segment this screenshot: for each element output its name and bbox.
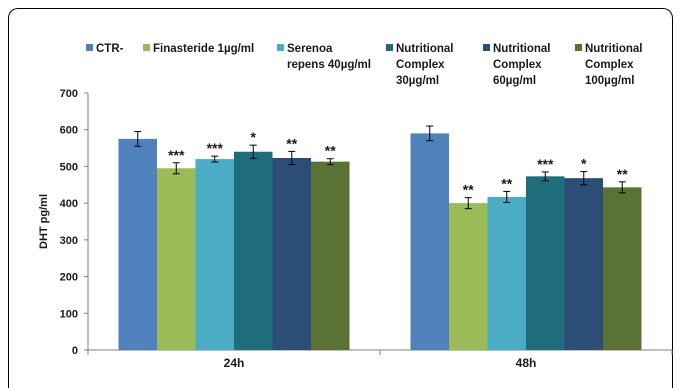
- bar: [272, 157, 311, 350]
- legend-label: Complex: [585, 59, 634, 71]
- bar: [526, 176, 565, 350]
- legend-label: CTR-: [96, 43, 124, 55]
- legend-label: Finasteride 1µg/ml: [153, 43, 254, 55]
- legend-label: repens 40µg/ml: [287, 59, 371, 71]
- bar: [564, 178, 603, 350]
- legend-label: 60µg/ml: [493, 75, 536, 87]
- significance-label: ***: [168, 147, 185, 163]
- legend-label: Nutritional: [493, 43, 551, 55]
- y-tick-label: 700: [60, 88, 78, 100]
- legend-label: 30µg/ml: [396, 75, 439, 87]
- y-tick-label: 600: [60, 125, 78, 137]
- bars: *** **** ** **** ***** ***: [118, 125, 642, 350]
- bar: [449, 203, 488, 350]
- bar-chart: CTR- Finasteride 1µg/ml Serenoa repens 40µg…: [38, 43, 673, 370]
- legend-swatch: [386, 44, 393, 51]
- legend-swatch: [575, 44, 582, 51]
- x-tick-label: 48h: [516, 356, 537, 370]
- bar: [311, 161, 350, 350]
- legend-swatch: [277, 44, 284, 51]
- significance-label: **: [617, 166, 628, 182]
- y-tick-label: 200: [60, 272, 78, 284]
- significance-label: ***: [207, 140, 224, 156]
- significance-label: **: [286, 135, 297, 151]
- significance-label: **: [501, 175, 512, 191]
- legend-swatch: [143, 44, 150, 51]
- significance-label: ***: [537, 156, 554, 172]
- bar: [487, 196, 526, 350]
- significance-label: *: [251, 129, 257, 145]
- bar: [195, 159, 234, 350]
- legend: CTR- Finasteride 1µg/ml Serenoa repens 40µg…: [86, 43, 643, 87]
- bar: [118, 138, 157, 350]
- y-tick-label: 300: [60, 235, 78, 247]
- y-axis: 0 100 200 300 400 500 600 700: [60, 88, 89, 357]
- bar: [234, 151, 273, 350]
- legend-label: 100µg/ml: [585, 75, 634, 87]
- x-axis: 24h 48h: [87, 349, 673, 370]
- legend-label: Nutritional: [585, 43, 643, 55]
- y-tick-label: 0: [72, 345, 78, 357]
- significance-label: **: [325, 143, 336, 159]
- y-axis-title: DHT pg/ml: [38, 194, 50, 249]
- legend-label: Complex: [493, 59, 542, 71]
- y-tick-label: 400: [60, 198, 78, 210]
- legend-label: Nutritional: [396, 43, 454, 55]
- y-tick-label: 500: [60, 161, 78, 173]
- significance-label: **: [463, 182, 474, 198]
- bar: [603, 187, 642, 350]
- bar: [157, 168, 196, 350]
- legend-label: Complex: [396, 59, 445, 71]
- x-tick-label: 24h: [224, 356, 245, 370]
- legend-label: Serenoa: [287, 43, 333, 55]
- y-tick-label: 100: [60, 308, 78, 320]
- legend-swatch: [86, 44, 93, 51]
- legend-swatch: [483, 44, 490, 51]
- bar: [410, 133, 449, 350]
- significance-label: *: [581, 156, 587, 172]
